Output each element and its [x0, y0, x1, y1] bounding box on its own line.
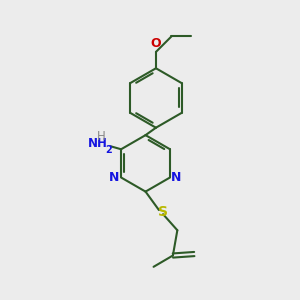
Text: NH: NH — [88, 137, 108, 150]
Text: H: H — [97, 130, 105, 143]
Text: 2: 2 — [105, 145, 112, 155]
Text: N: N — [171, 171, 182, 184]
Text: S: S — [158, 206, 168, 219]
Text: O: O — [151, 37, 161, 50]
Text: N: N — [110, 171, 120, 184]
